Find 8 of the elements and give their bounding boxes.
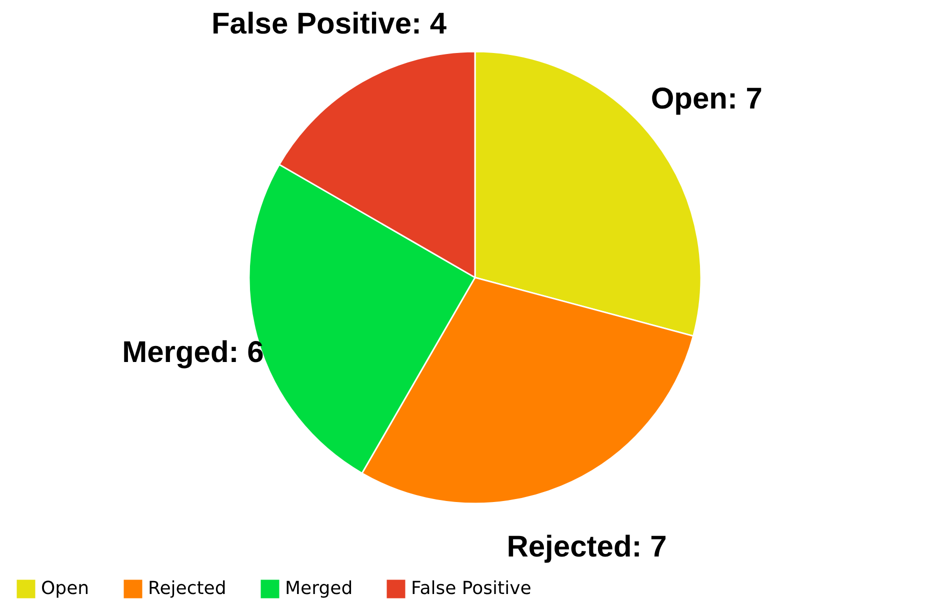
- data-label: Rejected: 7: [506, 530, 667, 564]
- legend-label: Rejected: [148, 578, 226, 599]
- legend-label: False Positive: [411, 578, 532, 599]
- data-label: False Positive: 4: [211, 8, 447, 41]
- legend-label: Merged: [285, 578, 353, 599]
- data-label: Open: 7: [650, 82, 763, 116]
- legend-label: Open: [41, 578, 90, 599]
- data-label: Merged: 6: [122, 336, 264, 370]
